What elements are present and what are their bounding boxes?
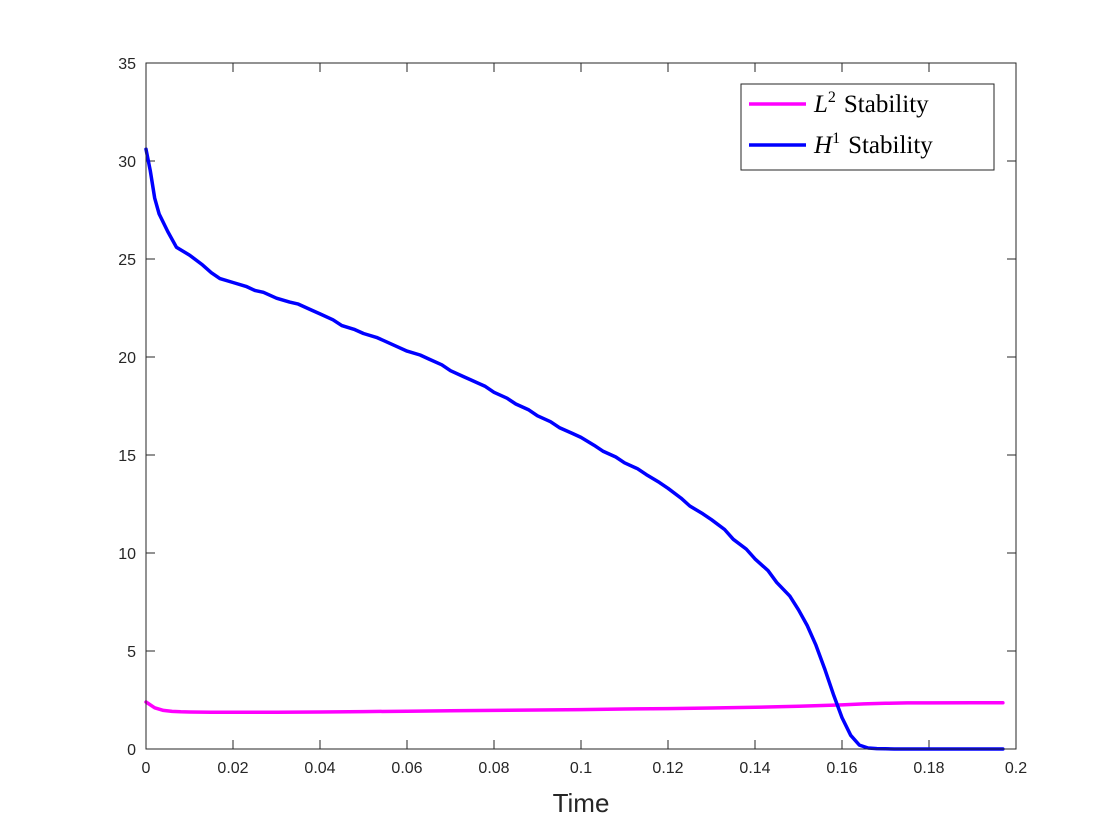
series-line-l2-stability xyxy=(144,700,1005,715)
x-tick-label: 0.14 xyxy=(739,760,770,777)
y-tick-label: 10 xyxy=(118,546,136,563)
x-tick-label: 0.02 xyxy=(217,760,248,777)
y-tick-label: 15 xyxy=(118,448,136,465)
plot-area xyxy=(146,63,1016,749)
x-tick-label: 0.2 xyxy=(1005,760,1027,777)
y-tick-label: 0 xyxy=(127,742,136,759)
x-tick-label: 0.08 xyxy=(478,760,509,777)
x-axis: 0 0.02 0.04 0.06 0.08 0.1 0.12 0.14 0.16 0.18 0.2 xyxy=(142,63,1027,777)
x-tick-label: 0.12 xyxy=(652,760,683,777)
y-axis: 0 5 10 15 20 25 30 35 xyxy=(118,56,1016,759)
y-tick-label: 25 xyxy=(118,252,136,269)
series-line-h1-stability xyxy=(144,147,1005,751)
x-tick-label: 0 xyxy=(142,760,151,777)
y-tick-label: 35 xyxy=(118,56,136,73)
legend-label-h1-stability: H1 Stability xyxy=(813,130,933,159)
y-tick-label: 5 xyxy=(127,644,136,661)
x-tick-label: 0.18 xyxy=(913,760,944,777)
x-tick-label: 0.1 xyxy=(570,760,592,777)
legend-box xyxy=(740,83,995,171)
legend: L2 Stability H1 Stability xyxy=(740,83,995,171)
y-tick-label: 30 xyxy=(118,154,136,171)
x-tick-label: 0.06 xyxy=(391,760,422,777)
plot-frame xyxy=(145,62,1017,750)
series-layer xyxy=(144,147,1005,751)
x-axis-label: Time xyxy=(553,788,610,818)
legend-label-l2-stability: L2 Stability xyxy=(813,89,929,118)
x-tick-label: 0.16 xyxy=(826,760,857,777)
x-tick-label: 0.04 xyxy=(304,760,335,777)
y-tick-label: 20 xyxy=(118,350,136,367)
